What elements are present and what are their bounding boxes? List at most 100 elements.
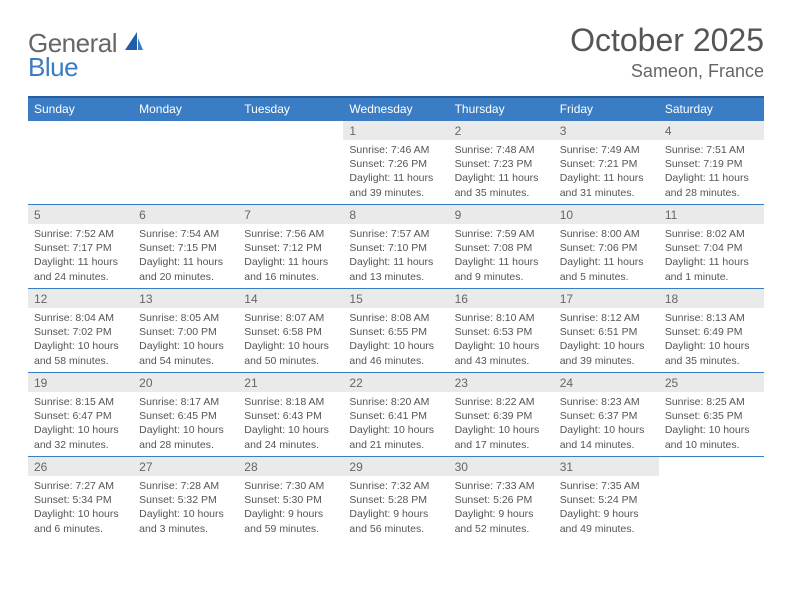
day-ss: Sunset: 7:02 PM	[34, 325, 127, 339]
day-info: Sunrise: 7:27 AMSunset: 5:34 PMDaylight:…	[28, 476, 133, 540]
day-number: 15	[343, 289, 448, 308]
day-dl2: and 35 minutes.	[665, 354, 758, 368]
calendar-day: 24Sunrise: 8:23 AMSunset: 6:37 PMDayligh…	[554, 373, 659, 457]
day-dl2: and 43 minutes.	[455, 354, 548, 368]
day-dl1: Daylight: 9 hours	[455, 507, 548, 521]
calendar-day: 27Sunrise: 7:28 AMSunset: 5:32 PMDayligh…	[133, 457, 238, 541]
day-ss: Sunset: 7:17 PM	[34, 241, 127, 255]
calendar-week: 1Sunrise: 7:46 AMSunset: 7:26 PMDaylight…	[28, 121, 764, 205]
day-number: 18	[659, 289, 764, 308]
day-number: 29	[343, 457, 448, 476]
day-dl2: and 59 minutes.	[244, 522, 337, 536]
calendar-day: 21Sunrise: 8:18 AMSunset: 6:43 PMDayligh…	[238, 373, 343, 457]
day-dl1: Daylight: 10 hours	[34, 423, 127, 437]
day-sr: Sunrise: 8:18 AM	[244, 395, 337, 409]
day-ss: Sunset: 5:34 PM	[34, 493, 127, 507]
day-dl1: Daylight: 10 hours	[665, 423, 758, 437]
day-dl1: Daylight: 10 hours	[349, 423, 442, 437]
calendar-day: 4Sunrise: 7:51 AMSunset: 7:19 PMDaylight…	[659, 121, 764, 205]
day-dl2: and 24 minutes.	[34, 270, 127, 284]
calendar-day: 29Sunrise: 7:32 AMSunset: 5:28 PMDayligh…	[343, 457, 448, 541]
day-ss: Sunset: 7:08 PM	[455, 241, 548, 255]
day-dl1: Daylight: 10 hours	[665, 339, 758, 353]
calendar-week: 26Sunrise: 7:27 AMSunset: 5:34 PMDayligh…	[28, 457, 764, 541]
calendar-day: 8Sunrise: 7:57 AMSunset: 7:10 PMDaylight…	[343, 205, 448, 289]
day-dl1: Daylight: 10 hours	[455, 339, 548, 353]
day-info: Sunrise: 7:28 AMSunset: 5:32 PMDaylight:…	[133, 476, 238, 540]
day-ss: Sunset: 6:53 PM	[455, 325, 548, 339]
weekday-header: Tuesday	[238, 97, 343, 121]
day-dl2: and 17 minutes.	[455, 438, 548, 452]
day-info: Sunrise: 8:10 AMSunset: 6:53 PMDaylight:…	[449, 308, 554, 372]
day-ss: Sunset: 6:55 PM	[349, 325, 442, 339]
day-sr: Sunrise: 8:08 AM	[349, 311, 442, 325]
day-info: Sunrise: 8:07 AMSunset: 6:58 PMDaylight:…	[238, 308, 343, 372]
day-dl2: and 14 minutes.	[560, 438, 653, 452]
weekday-header: Thursday	[449, 97, 554, 121]
day-info: Sunrise: 7:48 AMSunset: 7:23 PMDaylight:…	[449, 140, 554, 204]
calendar-day: 3Sunrise: 7:49 AMSunset: 7:21 PMDaylight…	[554, 121, 659, 205]
day-dl2: and 5 minutes.	[560, 270, 653, 284]
day-number: 13	[133, 289, 238, 308]
calendar-day: 12Sunrise: 8:04 AMSunset: 7:02 PMDayligh…	[28, 289, 133, 373]
day-ss: Sunset: 5:28 PM	[349, 493, 442, 507]
calendar-day: 26Sunrise: 7:27 AMSunset: 5:34 PMDayligh…	[28, 457, 133, 541]
day-number: 4	[659, 121, 764, 140]
day-number: 7	[238, 205, 343, 224]
calendar-table: SundayMondayTuesdayWednesdayThursdayFrid…	[28, 96, 764, 541]
day-dl2: and 32 minutes.	[34, 438, 127, 452]
day-ss: Sunset: 6:58 PM	[244, 325, 337, 339]
weekday-header: Sunday	[28, 97, 133, 121]
calendar-day: 15Sunrise: 8:08 AMSunset: 6:55 PMDayligh…	[343, 289, 448, 373]
day-sr: Sunrise: 7:48 AM	[455, 143, 548, 157]
day-number: 31	[554, 457, 659, 476]
month-title: October 2025	[570, 22, 764, 59]
day-ss: Sunset: 6:51 PM	[560, 325, 653, 339]
day-dl1: Daylight: 9 hours	[560, 507, 653, 521]
weekday-header: Monday	[133, 97, 238, 121]
day-dl1: Daylight: 11 hours	[244, 255, 337, 269]
day-sr: Sunrise: 7:56 AM	[244, 227, 337, 241]
day-sr: Sunrise: 7:33 AM	[455, 479, 548, 493]
day-number: 22	[343, 373, 448, 392]
day-ss: Sunset: 6:47 PM	[34, 409, 127, 423]
day-dl1: Daylight: 10 hours	[560, 339, 653, 353]
day-number: 26	[28, 457, 133, 476]
calendar-day: 23Sunrise: 8:22 AMSunset: 6:39 PMDayligh…	[449, 373, 554, 457]
day-dl1: Daylight: 10 hours	[244, 423, 337, 437]
day-dl1: Daylight: 9 hours	[349, 507, 442, 521]
calendar-day: 13Sunrise: 8:05 AMSunset: 7:00 PMDayligh…	[133, 289, 238, 373]
day-ss: Sunset: 7:00 PM	[139, 325, 232, 339]
location: Sameon, France	[570, 61, 764, 82]
day-sr: Sunrise: 7:51 AM	[665, 143, 758, 157]
day-dl1: Daylight: 10 hours	[560, 423, 653, 437]
calendar-day: 16Sunrise: 8:10 AMSunset: 6:53 PMDayligh…	[449, 289, 554, 373]
day-info: Sunrise: 7:54 AMSunset: 7:15 PMDaylight:…	[133, 224, 238, 288]
day-info: Sunrise: 7:46 AMSunset: 7:26 PMDaylight:…	[343, 140, 448, 204]
title-block: October 2025 Sameon, France	[570, 22, 764, 82]
day-dl2: and 20 minutes.	[139, 270, 232, 284]
day-sr: Sunrise: 8:04 AM	[34, 311, 127, 325]
day-number: 21	[238, 373, 343, 392]
day-number: 17	[554, 289, 659, 308]
header: General October 2025 Sameon, France	[28, 22, 764, 82]
calendar-day: 28Sunrise: 7:30 AMSunset: 5:30 PMDayligh…	[238, 457, 343, 541]
day-dl2: and 24 minutes.	[244, 438, 337, 452]
day-sr: Sunrise: 7:30 AM	[244, 479, 337, 493]
day-number: 30	[449, 457, 554, 476]
day-ss: Sunset: 5:24 PM	[560, 493, 653, 507]
day-ss: Sunset: 7:12 PM	[244, 241, 337, 255]
day-info: Sunrise: 7:49 AMSunset: 7:21 PMDaylight:…	[554, 140, 659, 204]
calendar-day: 30Sunrise: 7:33 AMSunset: 5:26 PMDayligh…	[449, 457, 554, 541]
day-number: 5	[28, 205, 133, 224]
day-sr: Sunrise: 8:02 AM	[665, 227, 758, 241]
calendar-day: 1Sunrise: 7:46 AMSunset: 7:26 PMDaylight…	[343, 121, 448, 205]
day-info: Sunrise: 8:00 AMSunset: 7:06 PMDaylight:…	[554, 224, 659, 288]
day-sr: Sunrise: 7:52 AM	[34, 227, 127, 241]
weekday-row: SundayMondayTuesdayWednesdayThursdayFrid…	[28, 97, 764, 121]
day-ss: Sunset: 5:32 PM	[139, 493, 232, 507]
day-number: 2	[449, 121, 554, 140]
day-ss: Sunset: 7:21 PM	[560, 157, 653, 171]
day-sr: Sunrise: 8:23 AM	[560, 395, 653, 409]
day-sr: Sunrise: 7:27 AM	[34, 479, 127, 493]
